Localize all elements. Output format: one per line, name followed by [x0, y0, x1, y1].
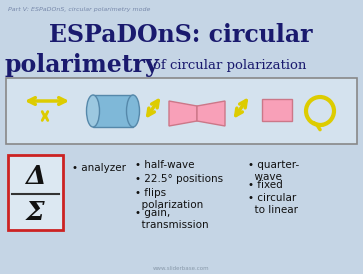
Text: of circular polarization: of circular polarization: [153, 59, 307, 72]
Polygon shape: [169, 101, 197, 126]
Text: • flips
  polarization: • flips polarization: [135, 188, 203, 210]
Text: • gain,
  transmission: • gain, transmission: [135, 208, 209, 230]
Ellipse shape: [126, 95, 139, 127]
FancyBboxPatch shape: [6, 78, 357, 144]
FancyBboxPatch shape: [8, 155, 63, 230]
Bar: [93, 95, 133, 127]
Text: Σ: Σ: [26, 200, 45, 225]
Bar: [262, 99, 292, 121]
Ellipse shape: [86, 95, 99, 127]
Text: Part V: ESPaDOnS, circular polarimetry mode: Part V: ESPaDOnS, circular polarimetry m…: [8, 7, 150, 13]
Text: • analyzer: • analyzer: [72, 163, 126, 173]
Text: • circular
  to linear: • circular to linear: [248, 193, 298, 215]
Text: • fixed: • fixed: [248, 180, 283, 190]
Polygon shape: [197, 101, 225, 126]
Text: • 22.5° positions: • 22.5° positions: [135, 174, 223, 184]
Text: • quarter-
  wave: • quarter- wave: [248, 160, 299, 182]
Text: Δ: Δ: [25, 164, 46, 189]
Text: ESPaDOnS: circular: ESPaDOnS: circular: [49, 23, 313, 47]
Text: www.sliderbase.com: www.sliderbase.com: [153, 266, 209, 270]
Text: • half-wave: • half-wave: [135, 160, 195, 170]
Text: polarimetry: polarimetry: [5, 53, 159, 77]
